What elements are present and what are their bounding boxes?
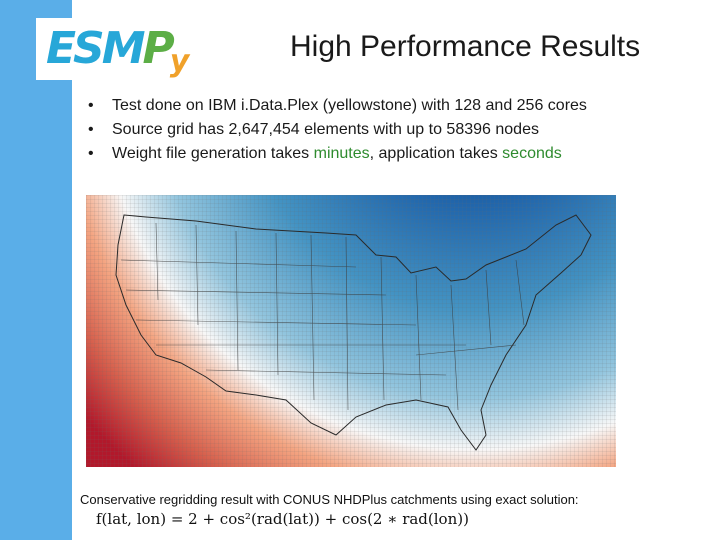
sidebar-band — [0, 0, 72, 540]
bullet-list: Test done on IBM i.Data.Plex (yellowston… — [84, 94, 587, 166]
slide-title: High Performance Results — [290, 30, 641, 63]
bullet-text-pre: Weight file generation takes — [112, 145, 314, 162]
figure-caption: Conservative regridding result with CONU… — [80, 492, 579, 507]
bullet-text: Source grid has 2,647,454 elements with … — [112, 121, 539, 138]
bullet-item: Source grid has 2,647,454 elements with … — [84, 118, 587, 142]
highlight-minutes: minutes — [313, 145, 370, 162]
highlight-seconds: seconds — [502, 145, 562, 162]
bullet-text-mid: , application takes — [369, 145, 503, 162]
conus-regrid-map — [86, 195, 616, 467]
esmpy-logo: ESMPy — [36, 18, 224, 80]
figure-formula: f(lat, lon) = 2 + cos²(rad(lat)) + cos(2… — [96, 510, 469, 528]
state-borders — [120, 222, 525, 411]
bullet-item: Test done on IBM i.Data.Plex (yellowston… — [84, 94, 587, 118]
bullet-text: Test done on IBM i.Data.Plex (yellowston… — [112, 97, 587, 114]
conus-outline — [115, 214, 592, 451]
bullet-item: Weight file generation takes minutes, ap… — [84, 142, 587, 166]
logo-part-y: y — [169, 44, 189, 79]
logo-part-p: P — [142, 23, 175, 74]
map-grid-overlay — [86, 195, 616, 467]
logo-part-esm: ESM — [46, 23, 146, 74]
